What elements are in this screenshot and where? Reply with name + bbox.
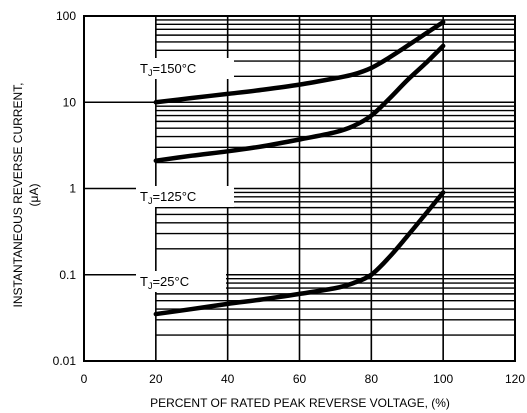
- series-line-3: [153, 190, 446, 317]
- series-label-background: [136, 58, 234, 79]
- y-tick-labels: 0.01 0.1 1 10 100: [53, 9, 77, 368]
- x-axis-title: PERCENT OF RATED PEAK REVERSE VOLTAGE, (…: [150, 396, 450, 410]
- series-label-backgrounds: [136, 58, 234, 292]
- series-label-background: [136, 186, 234, 207]
- series-labels: TJ=150°C TJ=125°C TJ=25°C: [140, 61, 196, 291]
- y-tick-label: 10: [63, 95, 77, 109]
- y-axis-title-line2: (μA): [27, 184, 41, 207]
- plot-frame: [83, 15, 516, 362]
- series-label-2: TJ=125°C: [140, 189, 196, 206]
- y-axis-title: INSTANTANEOUS REVERSE CURRENT, (μA): [11, 83, 41, 308]
- x-tick-label: 0: [81, 372, 88, 386]
- series-line-2: [153, 43, 446, 163]
- series-lines: [153, 19, 446, 317]
- x-tick-label: 80: [365, 372, 379, 386]
- x-tick-label: 40: [221, 372, 235, 386]
- x-tick-label: 120: [505, 372, 525, 386]
- series-line-1: [153, 19, 446, 105]
- x-tick-labels: 0 20 40 60 80 100 120: [81, 372, 526, 386]
- series-label-background: [136, 271, 226, 292]
- y-axis-title-line1: INSTANTANEOUS REVERSE CURRENT,: [11, 83, 25, 308]
- x-tick-label: 20: [149, 372, 163, 386]
- series-label-3: TJ=25°C: [140, 274, 189, 291]
- y-tick-label: 1: [69, 182, 76, 196]
- series-label-1: TJ=150°C: [140, 61, 196, 78]
- y-tick-label: 0.1: [59, 268, 76, 282]
- x-tick-label: 60: [293, 372, 307, 386]
- y-tick-label: 100: [56, 9, 76, 23]
- y-tick-label: 0.01: [53, 354, 77, 368]
- x-tick-label: 100: [433, 372, 453, 386]
